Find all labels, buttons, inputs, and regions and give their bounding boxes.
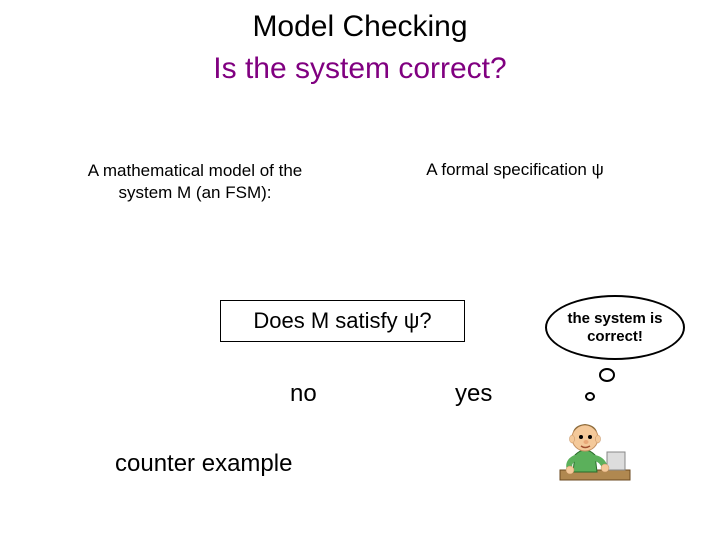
page-subtitle: Is the system correct?	[0, 52, 720, 86]
decision-box: Does M satisfy ψ?	[220, 300, 465, 342]
character-icon	[555, 410, 635, 500]
right-input-label: A formal specification ψ	[400, 160, 630, 180]
page-title: Model Checking	[0, 10, 720, 44]
no-branch-label: no	[290, 380, 317, 408]
counter-example-label: counter example	[115, 450, 292, 478]
left-input-label: A mathematical model of the system M (an…	[80, 160, 310, 204]
yes-branch-label: yes	[455, 380, 492, 408]
thought-bubble-dot	[599, 368, 615, 382]
thought-bubble-dot	[585, 392, 595, 401]
thought-bubble: the system is correct!	[545, 295, 685, 360]
